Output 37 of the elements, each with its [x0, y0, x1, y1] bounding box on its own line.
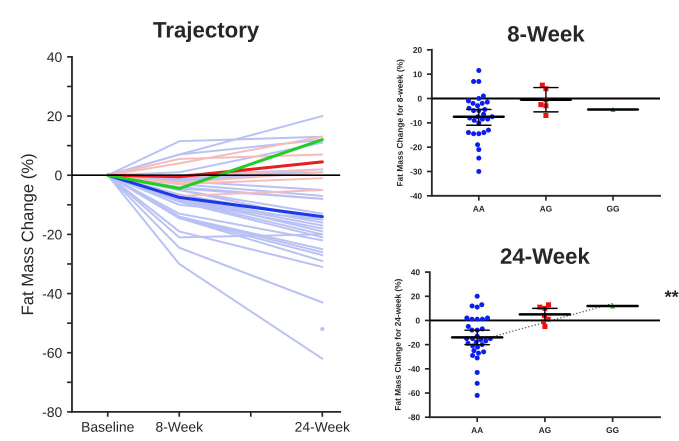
y-tick-label: -80 — [408, 414, 420, 420]
y-tick-label: 40 — [410, 269, 420, 276]
chart-title: 24-Week — [500, 248, 590, 264]
x-tick-label: Baseline — [82, 422, 134, 432]
x-tick-label: 24-Week — [295, 422, 350, 432]
y-tick-label: 20 — [413, 47, 422, 53]
x-tick-label: AA — [471, 427, 483, 433]
y-tick-label: -10 — [410, 120, 422, 126]
x-tick-label: GG — [606, 427, 619, 434]
y-tick-label: -20 — [42, 230, 62, 240]
y-tick-label: 0 — [416, 318, 420, 324]
x-tick-label: GG — [606, 206, 619, 212]
y-axis-title: Fat Mass Change (%) — [21, 154, 37, 314]
x-tick-label: AG — [538, 427, 551, 434]
y-axis-title: Fat Mass Change for 8-week (%) — [396, 60, 405, 186]
y-tick-label: 20 — [48, 111, 62, 122]
y-tick-label: -60 — [42, 348, 62, 358]
y-tick-label: -20 — [410, 144, 422, 150]
y-tick-label: -20 — [408, 342, 420, 348]
y-tick-label: -60 — [408, 390, 420, 396]
y-axis-title: Fat Mass Change for 24-week (%) — [394, 279, 402, 410]
y-tick-label: -40 — [410, 193, 422, 199]
y-tick-label: -40 — [408, 366, 420, 372]
y-tick-label: -30 — [410, 168, 422, 175]
y-tick-label: 10 — [413, 71, 422, 78]
y-tick-label: 0 — [55, 170, 62, 180]
y-tick-label: -40 — [42, 288, 62, 299]
x-tick-label: AG — [540, 206, 552, 212]
y-tick-label: 20 — [411, 293, 420, 300]
x-tick-label: AA — [473, 206, 485, 212]
chart-title: 8-Week — [508, 25, 585, 42]
y-tick-label: -80 — [42, 407, 62, 418]
text: ** — [664, 290, 679, 298]
y-tick-label: 40 — [47, 52, 62, 62]
y-tick-label: 0 — [418, 96, 422, 102]
chart-title: Trajectory — [153, 21, 260, 42]
x-tick-label: 8-Week — [156, 422, 204, 432]
